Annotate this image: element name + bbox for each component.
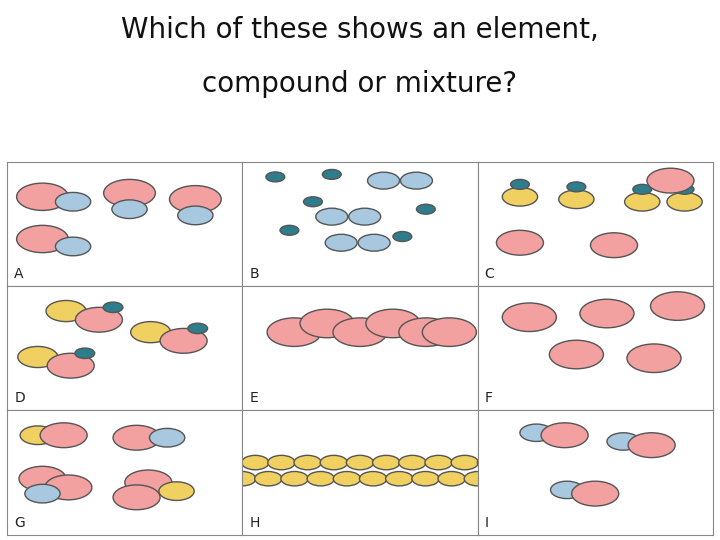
Circle shape [358, 234, 390, 251]
Circle shape [160, 328, 207, 353]
Circle shape [346, 455, 374, 470]
Circle shape [75, 348, 95, 359]
Text: compound or mixture?: compound or mixture? [202, 70, 518, 98]
Circle shape [399, 455, 426, 470]
Circle shape [103, 302, 123, 313]
Circle shape [320, 455, 348, 470]
Circle shape [412, 471, 439, 486]
Text: D: D [14, 392, 25, 406]
Circle shape [675, 184, 694, 194]
Circle shape [112, 200, 147, 219]
Text: Which of these shows an element,: Which of these shows an element, [121, 16, 599, 44]
Circle shape [325, 234, 357, 251]
Text: G: G [14, 516, 25, 530]
Circle shape [580, 299, 634, 328]
Circle shape [627, 344, 681, 373]
Text: C: C [485, 267, 495, 281]
Circle shape [150, 428, 185, 447]
Circle shape [113, 485, 160, 510]
Circle shape [667, 192, 702, 211]
Circle shape [451, 455, 478, 470]
Circle shape [131, 322, 171, 343]
Circle shape [45, 475, 92, 500]
Text: B: B [249, 267, 259, 281]
Circle shape [300, 309, 354, 338]
Circle shape [20, 426, 55, 444]
Circle shape [46, 300, 86, 322]
Circle shape [607, 433, 640, 450]
Circle shape [367, 172, 400, 189]
Circle shape [647, 168, 694, 193]
Circle shape [304, 197, 323, 207]
Circle shape [266, 172, 284, 182]
Circle shape [178, 206, 213, 225]
Text: A: A [14, 267, 24, 281]
Circle shape [113, 426, 160, 450]
Circle shape [268, 455, 295, 470]
Circle shape [280, 225, 299, 235]
Circle shape [549, 340, 603, 369]
Circle shape [159, 482, 194, 501]
Circle shape [372, 455, 400, 470]
Circle shape [464, 471, 492, 486]
Circle shape [267, 318, 321, 347]
Circle shape [650, 292, 705, 320]
Circle shape [399, 318, 453, 347]
Circle shape [316, 208, 348, 225]
Circle shape [503, 187, 538, 206]
Circle shape [628, 433, 675, 457]
Circle shape [307, 471, 334, 486]
Circle shape [386, 471, 413, 486]
Circle shape [188, 323, 207, 334]
Circle shape [551, 481, 583, 498]
Circle shape [18, 347, 58, 368]
Circle shape [294, 455, 321, 470]
Circle shape [48, 353, 94, 378]
Circle shape [17, 225, 68, 253]
Circle shape [242, 455, 269, 470]
Text: E: E [249, 392, 258, 406]
Circle shape [228, 471, 256, 486]
Circle shape [333, 318, 387, 347]
Circle shape [477, 455, 505, 470]
Circle shape [323, 170, 341, 179]
Circle shape [416, 204, 436, 214]
Circle shape [559, 190, 594, 208]
Circle shape [541, 423, 588, 448]
Circle shape [425, 455, 452, 470]
Circle shape [55, 192, 91, 211]
Circle shape [520, 424, 553, 442]
Circle shape [625, 192, 660, 211]
Circle shape [24, 484, 60, 503]
Circle shape [366, 309, 420, 338]
Circle shape [567, 182, 586, 192]
Circle shape [255, 471, 282, 486]
Circle shape [215, 455, 243, 470]
Circle shape [438, 471, 465, 486]
Text: I: I [485, 516, 489, 530]
Text: H: H [249, 516, 260, 530]
Circle shape [125, 470, 172, 495]
Circle shape [40, 423, 87, 448]
Circle shape [423, 318, 477, 347]
Circle shape [633, 184, 652, 194]
Circle shape [76, 307, 122, 332]
Circle shape [55, 237, 91, 256]
Circle shape [400, 172, 433, 189]
Circle shape [19, 467, 66, 491]
Circle shape [333, 471, 361, 486]
Circle shape [590, 233, 637, 258]
Circle shape [359, 471, 387, 486]
Circle shape [503, 303, 557, 332]
Circle shape [17, 183, 68, 211]
Text: F: F [485, 392, 492, 406]
Circle shape [510, 179, 529, 190]
Circle shape [572, 481, 618, 506]
Circle shape [393, 232, 412, 241]
Circle shape [348, 208, 381, 225]
Circle shape [169, 186, 221, 213]
Circle shape [281, 471, 308, 486]
Circle shape [104, 179, 156, 207]
Circle shape [496, 230, 544, 255]
